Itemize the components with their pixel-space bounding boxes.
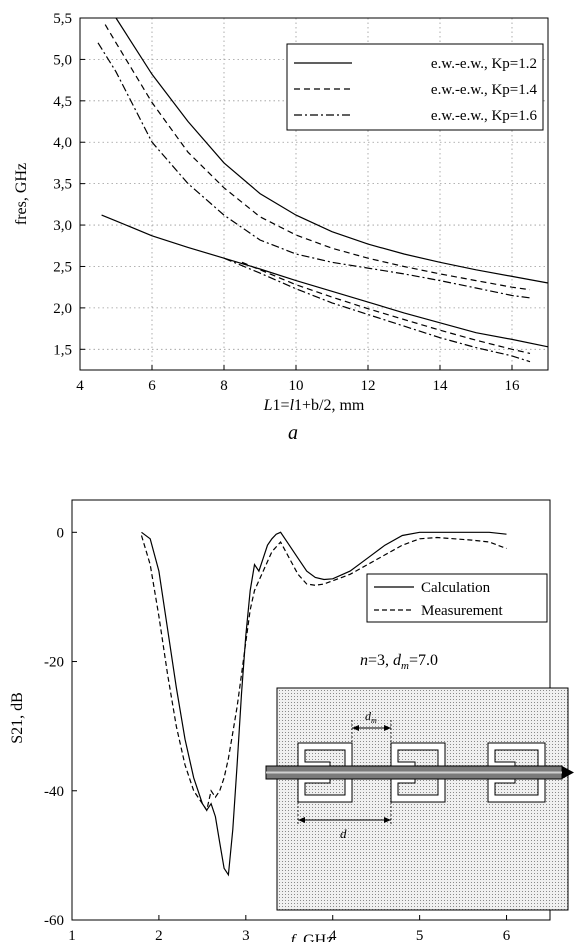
chart-b-x-ticks: 1 2 3 4 5 6 xyxy=(68,915,511,942)
inset-label-dm: dm xyxy=(365,709,377,725)
chart-a-y-tick-label: 2,5 xyxy=(53,259,72,275)
chart-b-x-tick-label: 1 xyxy=(68,928,76,942)
chart-a-series-3-line xyxy=(104,24,531,291)
chart-a-y-axis-label: fres, GHz xyxy=(13,163,30,225)
chart-a-x-tick-label: 12 xyxy=(361,378,376,394)
inset-dim-d-arrow-left xyxy=(298,817,305,823)
chart-b-y-tick-label: -40 xyxy=(44,784,64,800)
chart-b-y-tick-label: -60 xyxy=(44,913,64,929)
chart-b: 1 2 3 4 5 6 0 -20 -40 -60 xyxy=(9,499,574,942)
chart-a-x-tick-label: 14 xyxy=(433,378,449,394)
chart-a-x-axis-label: L1=l1+b/2, mm xyxy=(263,397,365,414)
chart-b-x-tick-label: 6 xyxy=(503,928,511,942)
chart-b-series xyxy=(140,531,507,877)
chart-a-x-tick-label: 10 xyxy=(289,378,304,394)
chart-a-series xyxy=(97,17,549,363)
chart-a-plot-frame xyxy=(79,17,549,371)
chart-a-y-tick-label: 5,5 xyxy=(53,11,72,27)
legend-entry-kp-1-6: e.w.-e.w., Kp=1.6 xyxy=(431,108,538,124)
chart-a-series-4-line xyxy=(241,261,531,354)
chart-b-annotation: n=3, dm=7.0 xyxy=(360,652,438,672)
chart-b-x-tick-label: 2 xyxy=(155,928,163,942)
chart-a-y-ticks: 1,5 2,0 2,5 3,0 3,5 4,0 4,5 5,0 5,5 xyxy=(53,11,85,358)
chart-b-x-axis-label: f, GHz xyxy=(291,932,334,942)
chart-b-x-tick-label: 3 xyxy=(242,928,250,942)
chart-b-y-axis-label: S21, dB xyxy=(9,692,26,744)
inset-dim-dm-arrow-left xyxy=(352,725,359,731)
chart-b-y-tick-label: 0 xyxy=(57,525,65,541)
chart-a-x-tick-label: 4 xyxy=(76,378,84,394)
chart-b-y-tick-label: -20 xyxy=(44,655,64,671)
chart-a-y-tick-label: 3,5 xyxy=(53,177,72,193)
chart-b-series-2-line xyxy=(140,535,507,812)
chart-a-x-tick-label: 16 xyxy=(505,378,521,394)
chart-a-y-tick-label: 2,0 xyxy=(53,301,72,317)
chart-a-y-tick-label: 1,5 xyxy=(53,342,72,358)
chart-b-x-tick-label: 4 xyxy=(329,928,337,942)
legend-entry-calculation: Calculation xyxy=(421,580,491,596)
inset-dim-dm-arrow-right xyxy=(384,725,391,731)
legend-entry-kp-1-4: e.w.-e.w., Kp=1.4 xyxy=(431,82,538,98)
inset-dim-d-arrow-right xyxy=(384,817,391,823)
chart-a-series-1-line xyxy=(115,17,549,284)
chart-b-x-tick-label: 5 xyxy=(416,928,424,942)
chart-a-panel-letter: a xyxy=(288,422,298,444)
chart-a-series-5-line xyxy=(97,42,531,299)
inset-structure-diagram: dm d xyxy=(265,687,574,911)
chart-a-x-ticks: 4 6 8 10 12 14 16 xyxy=(76,365,520,394)
chart-a-series-2-line xyxy=(101,214,549,348)
inset-arrow-head xyxy=(562,766,574,779)
chart-b-legend-box xyxy=(366,573,548,623)
chart-a-y-tick-label: 4,0 xyxy=(53,135,72,151)
chart-a-y-tick-label: 5,0 xyxy=(53,52,72,68)
chart-b-y-ticks: 0 -20 -40 -60 xyxy=(44,525,77,929)
chart-b-legend: Calculation Measurement xyxy=(366,573,548,623)
chart-a: 4 6 8 10 12 14 16 1,52,02,53,03,54,04,55,05,5 … xyxy=(13,11,549,444)
legend-entry-measurement: Measurement xyxy=(421,603,503,619)
chart-a-y-tick-label: 3,0 xyxy=(53,218,72,234)
chart-a-x-tick-label: 8 xyxy=(220,378,228,394)
inset-label-d: d xyxy=(340,826,347,841)
legend-entry-kp-1-2: e.w.-e.w., Kp=1.2 xyxy=(431,56,537,72)
chart-a-legend: e.w.-e.w., Kp=1.2 e.w.-e.w., Kp=1.4 e.w.… xyxy=(286,43,544,131)
chart-a-y-tick-label: 4,5 xyxy=(53,94,72,110)
chart-a-x-tick-label: 6 xyxy=(148,378,156,394)
chart-a-legend-box xyxy=(286,43,544,131)
chart-b-series-1-line xyxy=(141,531,507,877)
